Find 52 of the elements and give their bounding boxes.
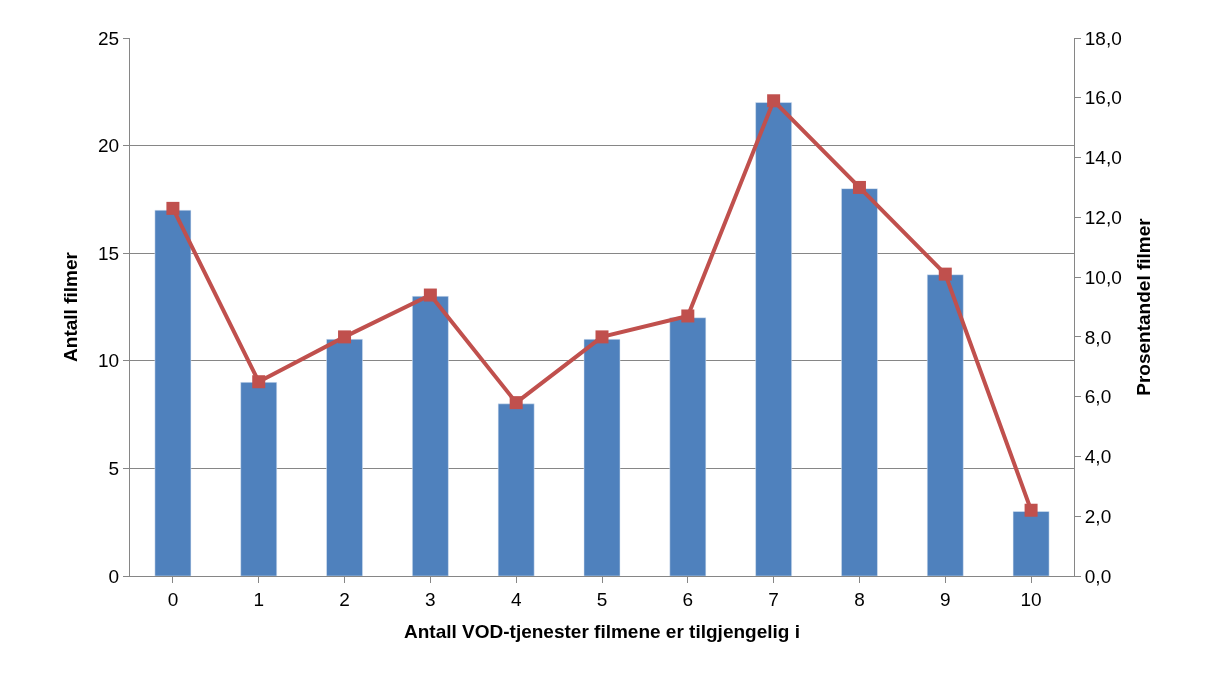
y-tick-label: 20 [98, 135, 120, 157]
y2-tick-label: 14,0 [1084, 147, 1122, 169]
y-tick-label: 10 [98, 350, 120, 372]
bar [927, 274, 964, 576]
x-tick-label: 5 [596, 588, 608, 610]
point [252, 375, 266, 389]
y2-tick-label: 10,0 [1084, 266, 1122, 288]
x-tick-label: 4 [510, 588, 522, 610]
x-tick-label: 7 [768, 588, 779, 610]
y-axis-title: Antall filmer [59, 251, 81, 362]
point [1024, 503, 1038, 517]
bar [841, 188, 878, 576]
bar [755, 102, 792, 576]
x-tick-label: 3 [425, 588, 436, 610]
point [423, 288, 437, 302]
y2-axis-title: Prosentandel filmer [1132, 217, 1154, 396]
point [595, 330, 609, 344]
x-axis-title: Antall VOD-tjenester filmene er tilgjengelig i [404, 620, 800, 642]
bar [326, 339, 363, 576]
x-tick-label: 0 [167, 588, 179, 610]
y-tick-label: 0 [108, 565, 120, 587]
point [938, 267, 952, 281]
x-tick-label: 2 [339, 588, 350, 610]
y2-tick-label: 6,0 [1084, 386, 1112, 408]
y2-tick-label: 16,0 [1084, 87, 1122, 109]
y2-tick-label: 18,0 [1084, 27, 1122, 49]
y2-tick-label: 2,0 [1084, 505, 1112, 527]
y-tick-label: 25 [98, 27, 120, 49]
y2-tick-label: 4,0 [1084, 446, 1112, 468]
bar [240, 382, 277, 576]
bar [583, 339, 621, 576]
x-tick-label: 6 [682, 588, 694, 610]
point [509, 396, 523, 410]
y2-tick-label: 8,0 [1084, 326, 1112, 348]
bar [412, 295, 449, 576]
y-tick-label: 5 [108, 458, 120, 480]
point [166, 201, 180, 215]
y-tick-label: 15 [98, 242, 120, 264]
y2-tick-label: 0,0 [1084, 565, 1112, 587]
point [338, 330, 352, 344]
x-tick-label: 9 [939, 588, 951, 610]
x-tick-label: 8 [854, 588, 865, 610]
point [681, 309, 695, 323]
bar [1012, 511, 1050, 576]
y2-tick-label: 12,0 [1084, 206, 1122, 228]
x-tick-label: 1 [253, 588, 265, 610]
point [767, 94, 781, 108]
bar [497, 403, 535, 576]
point [852, 180, 866, 194]
x-tick-label: 10 [1020, 588, 1042, 610]
bar [669, 317, 707, 576]
bar [154, 209, 192, 576]
